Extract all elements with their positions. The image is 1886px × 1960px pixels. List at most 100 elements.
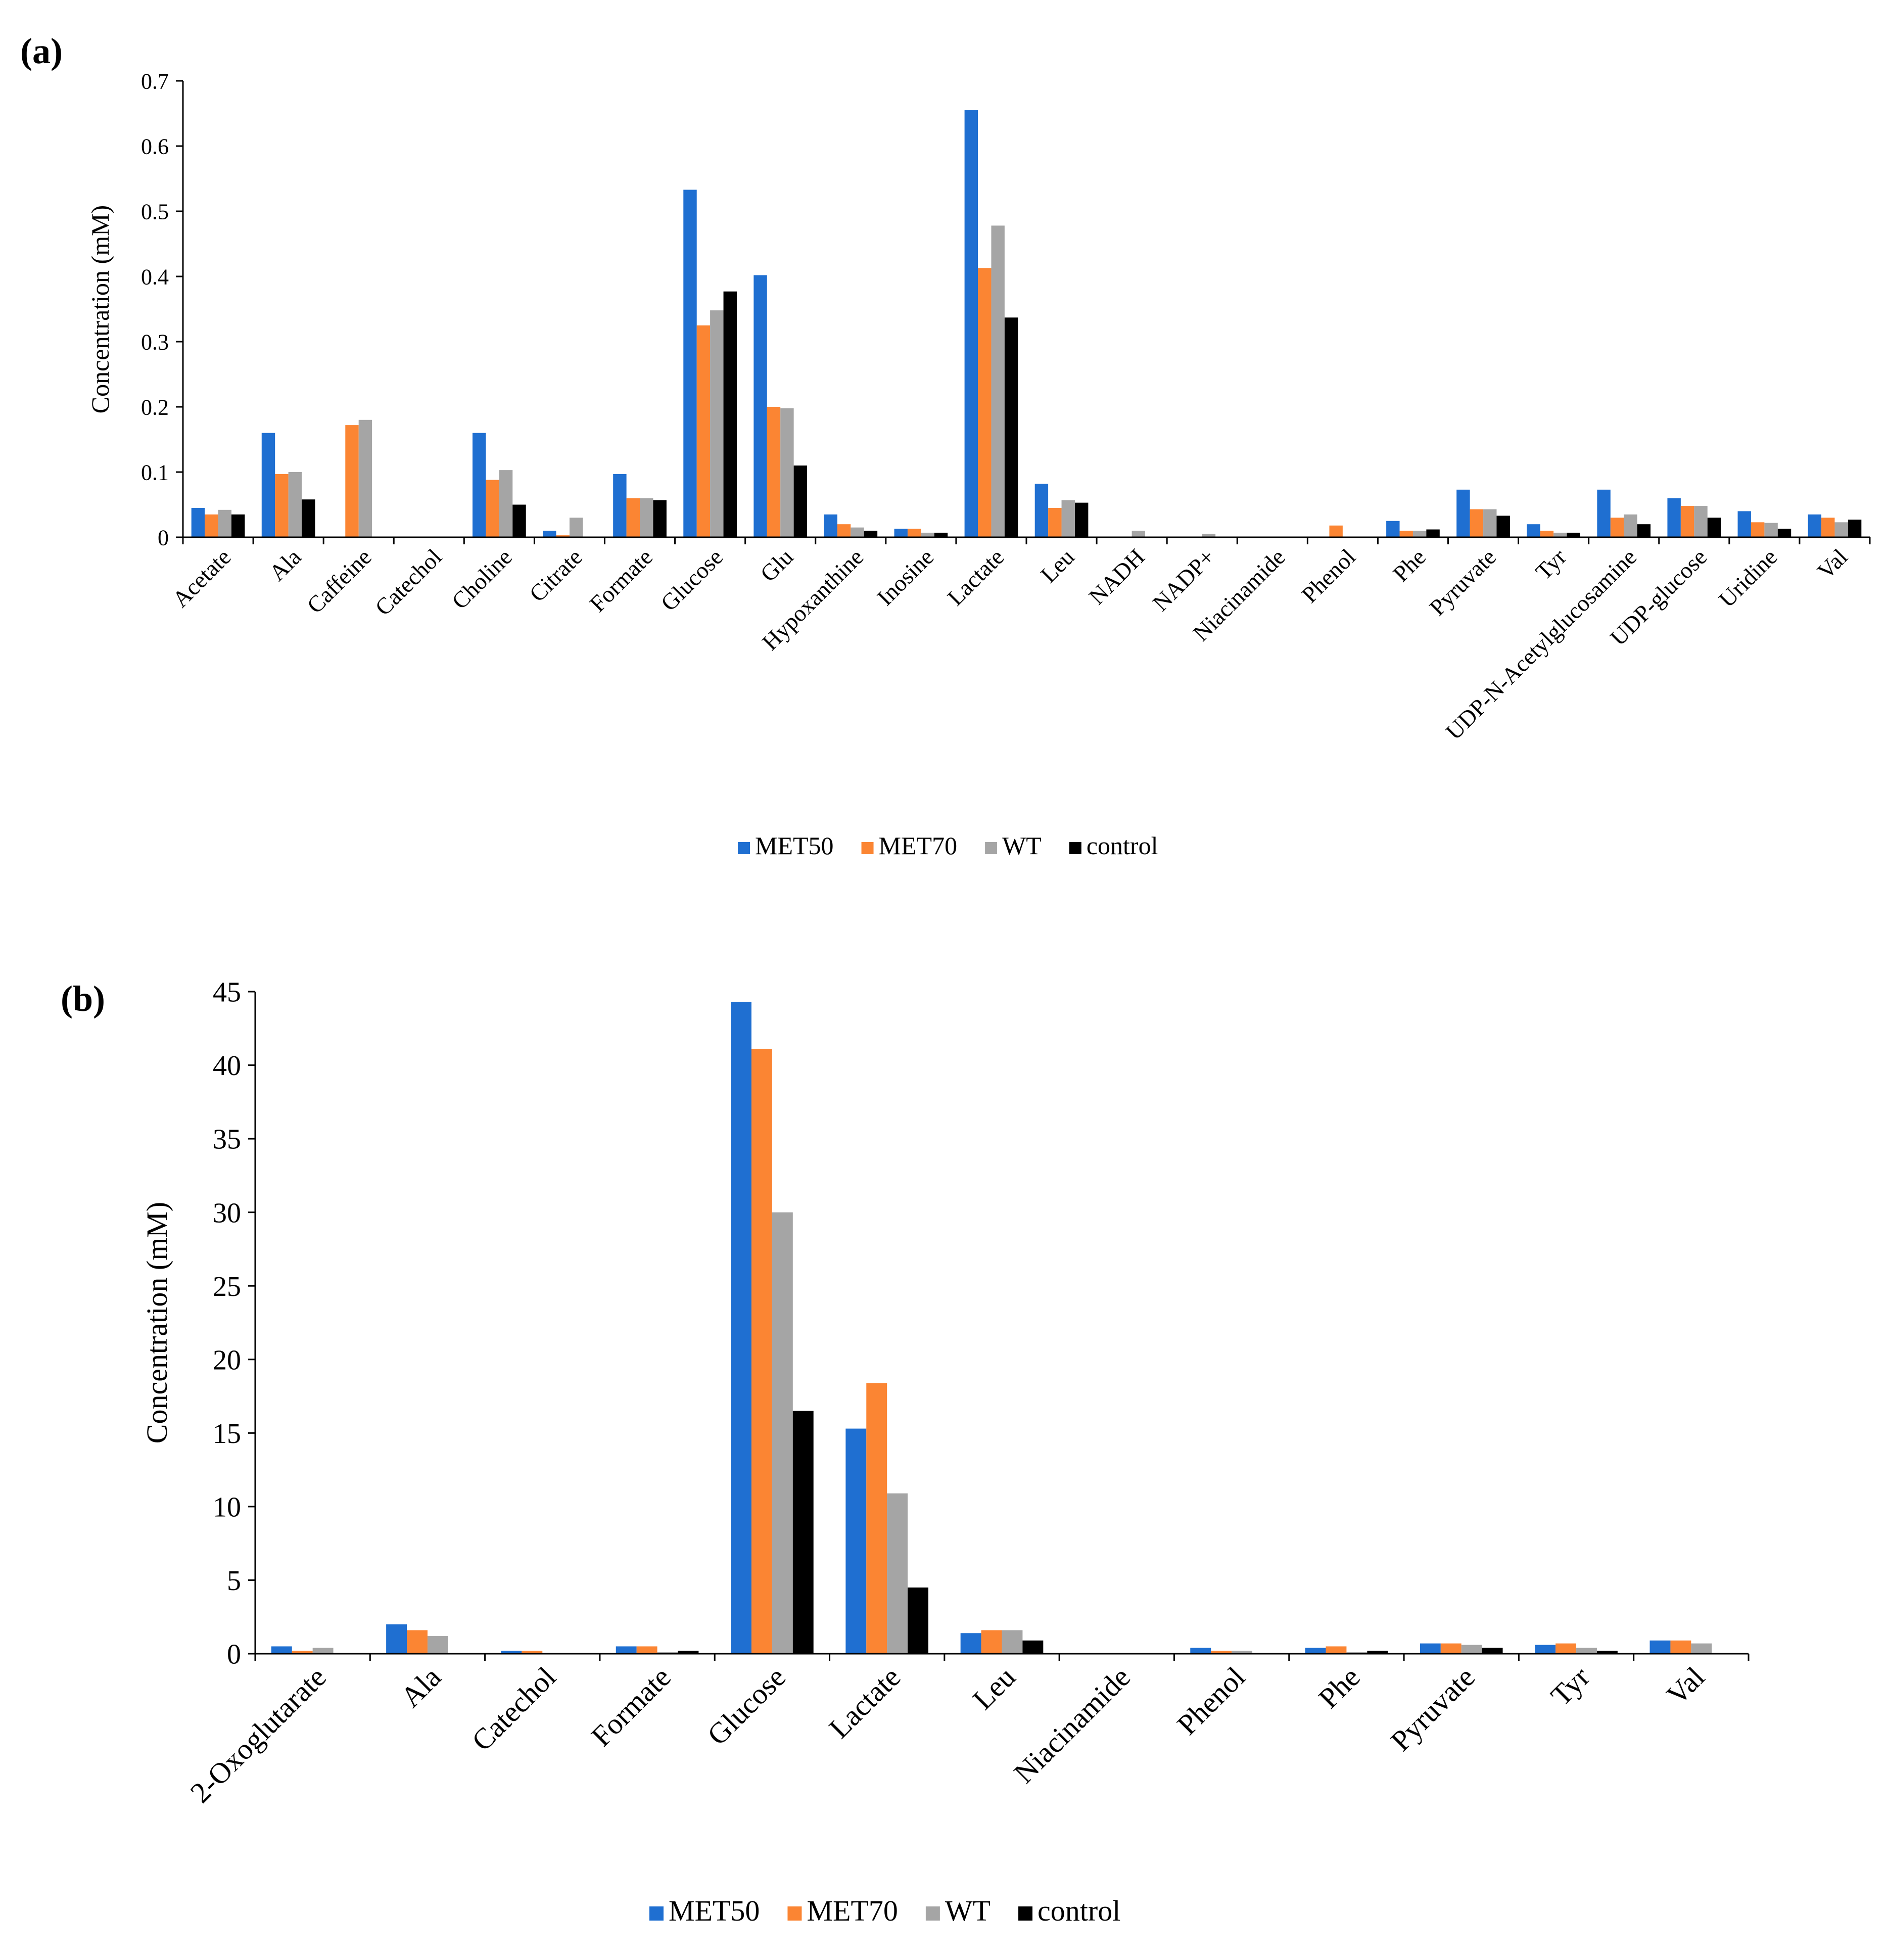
panel-b-chart: (b) Concentration (mM) 0 5 10 15 20 25 30 35 40 4…: [61, 977, 1750, 1927]
a-bar-control: [653, 500, 667, 537]
a-bar-MET70: [626, 498, 640, 537]
a-bar-MET70: [907, 529, 921, 537]
a-bar-control: [1496, 516, 1510, 537]
a-bar-control: [1707, 518, 1721, 537]
b-y-tick-label: 30: [213, 1197, 241, 1229]
b-bar-WT: [1691, 1643, 1712, 1654]
b-y-tick-label: 45: [213, 977, 241, 1008]
a-bar-WT: [780, 408, 794, 537]
a-bar-MET70: [767, 407, 781, 537]
b-bar-WT: [1576, 1648, 1597, 1654]
a-x-tick-label: Val: [1812, 544, 1852, 584]
b-bar-MET70: [1555, 1643, 1577, 1654]
a-bar-WT: [1834, 522, 1848, 537]
b-y-tick-label: 20: [213, 1344, 241, 1376]
b-bar-MET70: [636, 1646, 657, 1654]
panel-b-y-axis: 0 5 10 15 20 25 30 35 40 45: [213, 977, 256, 1670]
a-x-tick-label: NADH: [1084, 544, 1150, 610]
a-bar-control: [1074, 502, 1089, 537]
panel-a-bars: [191, 110, 1862, 538]
a-x-tick-label: Glu: [755, 544, 798, 587]
a-bar-MET70: [1680, 506, 1694, 537]
b-y-tick-label: 40: [213, 1050, 241, 1082]
a-y-tick-label: 0.4: [141, 264, 169, 289]
b-bar-MET70: [522, 1651, 543, 1654]
a-bar-WT: [1764, 523, 1778, 537]
a-bar-MET70: [837, 524, 851, 537]
a-bar-WT: [569, 518, 583, 537]
b-bar-MET70: [866, 1383, 887, 1654]
b-x-tick-label: Ala: [394, 1660, 447, 1713]
b-x-tick-label: Leu: [966, 1660, 1022, 1716]
a-x-tick-label: Phenol: [1297, 544, 1360, 608]
b-bar-MET70: [1326, 1646, 1347, 1654]
b-legend-label-WT: WT: [945, 1894, 991, 1927]
a-bar-control: [1567, 532, 1580, 537]
b-bar-WT: [1461, 1645, 1482, 1654]
b-bar-control: [1596, 1651, 1618, 1654]
a-bar-MET50: [1386, 521, 1400, 537]
a-bar-MET70: [1610, 518, 1624, 537]
a-bar-WT: [991, 225, 1005, 537]
a-x-tick-label: Catechol: [370, 544, 447, 621]
a-bar-MET70: [1399, 531, 1413, 537]
a-bar-MET50: [1597, 489, 1611, 537]
a-bar-control: [864, 531, 878, 537]
b-x-tick-label: Tyr: [1544, 1660, 1596, 1712]
b-bar-WT: [1002, 1630, 1023, 1654]
b-legend-swatch-WT: [925, 1906, 940, 1921]
a-bar-MET50: [894, 529, 908, 537]
b-bar-control: [1022, 1640, 1044, 1654]
a-bar-MET50: [1667, 498, 1681, 537]
b-y-tick-label: 0: [227, 1639, 241, 1670]
a-bar-WT: [358, 419, 372, 537]
b-bar-WT: [427, 1636, 448, 1654]
panel-a-letter: (a): [20, 31, 63, 71]
a-bar-MET50: [613, 474, 627, 537]
b-bar-MET50: [616, 1646, 637, 1654]
a-bar-control: [231, 514, 245, 537]
a-bar-control: [1004, 317, 1018, 537]
b-bar-control: [1482, 1648, 1503, 1654]
a-legend-label-WT: WT: [1002, 831, 1042, 860]
a-bar-control: [302, 499, 315, 537]
a-y-tick-label: 0.5: [141, 199, 169, 224]
a-x-tick-label: Inosine: [872, 544, 939, 611]
a-bar-MET70: [1329, 525, 1343, 537]
a-x-tick-label: Tyr: [1530, 544, 1571, 585]
b-bar-MET50: [731, 1002, 751, 1654]
a-bar-MET70: [275, 474, 289, 537]
b-x-tick-label: Catechol: [465, 1660, 562, 1757]
a-legend-label-MET50: MET50: [755, 831, 834, 860]
a-bar-WT: [1624, 514, 1637, 537]
a-x-tick-label: Choline: [447, 544, 517, 614]
b-bar-MET70: [751, 1049, 772, 1654]
a-y-tick-label: 0.2: [141, 395, 169, 419]
b-legend-label-MET50: MET50: [669, 1894, 760, 1927]
a-y-tick-label: 0.6: [141, 134, 169, 159]
a-bar-MET50: [261, 433, 275, 537]
b-legend-swatch-control: [1018, 1906, 1033, 1921]
a-bar-control: [1637, 524, 1651, 537]
b-bar-WT: [887, 1493, 908, 1654]
a-bar-control: [793, 465, 808, 537]
a-bar-MET50: [683, 190, 697, 537]
b-legend-label-control: control: [1038, 1894, 1120, 1927]
a-y-tick-label: 0.1: [141, 460, 169, 485]
b-y-tick-label: 10: [213, 1491, 241, 1523]
b-bar-MET70: [1670, 1640, 1691, 1654]
a-bar-MET70: [978, 268, 992, 537]
a-legend-label-MET70: MET70: [879, 831, 958, 860]
b-bar-MET50: [271, 1646, 292, 1654]
b-legend-swatch-MET70: [787, 1906, 802, 1921]
a-bar-WT: [851, 527, 864, 537]
a-bar-MET50: [191, 507, 205, 537]
a-x-tick-label: NADP+: [1148, 544, 1220, 616]
a-legend-swatch-control: [1069, 842, 1081, 854]
a-bar-WT: [1412, 531, 1427, 537]
b-bar-control: [792, 1411, 814, 1654]
a-bar-control: [1777, 529, 1791, 537]
b-x-tick-label: Phe: [1312, 1660, 1366, 1714]
b-x-tick-label: Phenol: [1170, 1660, 1251, 1741]
